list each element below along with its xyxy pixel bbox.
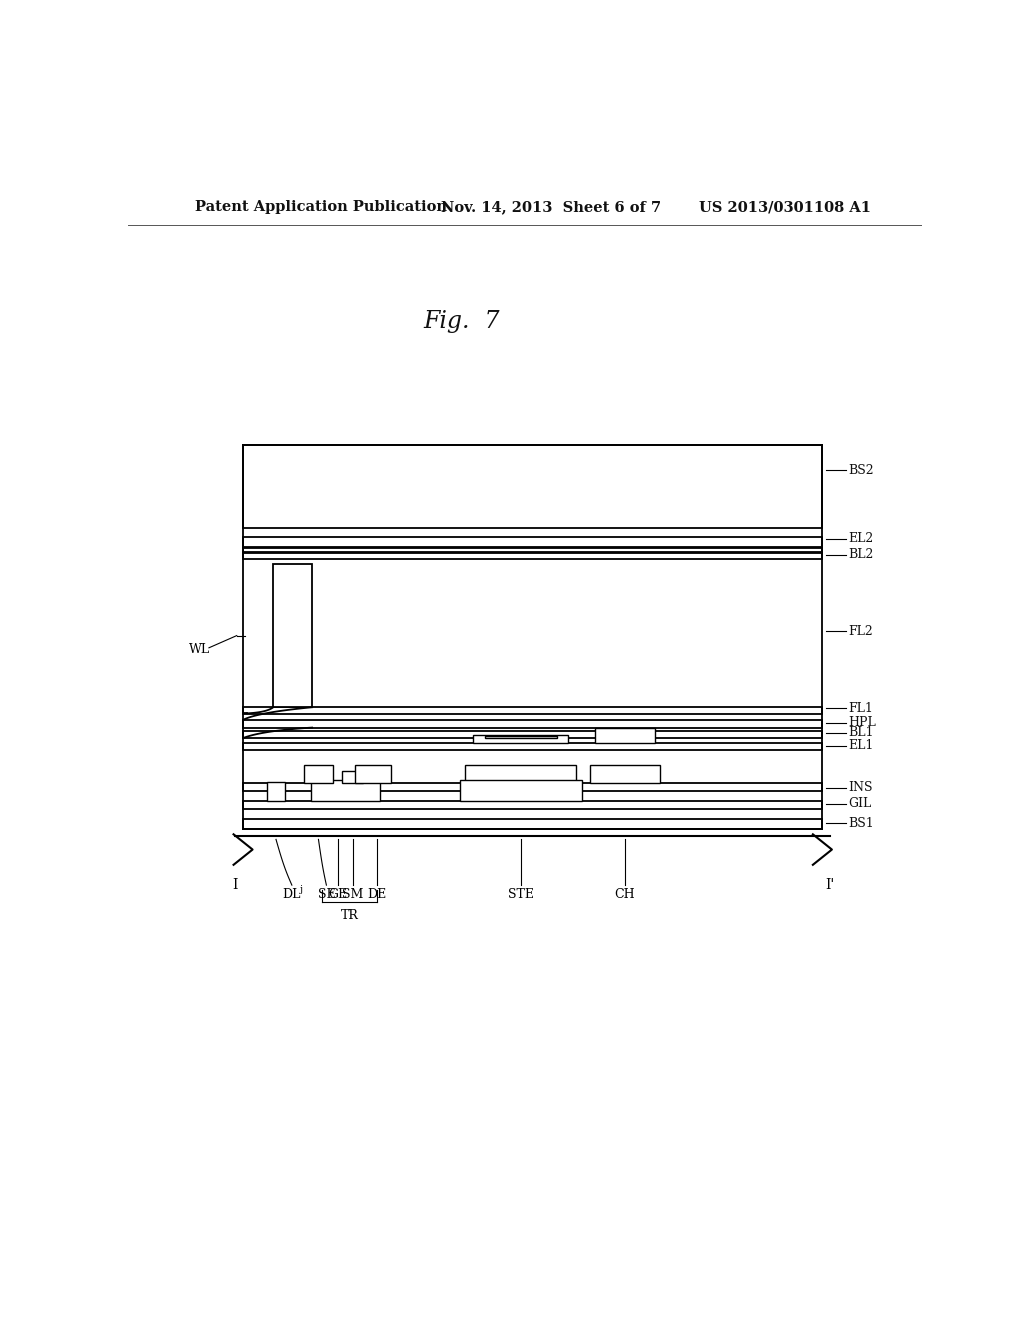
Text: FL1: FL1 — [849, 702, 873, 714]
Bar — [342, 771, 362, 784]
Bar — [243, 708, 822, 714]
Text: Patent Application Publication: Patent Application Publication — [196, 201, 447, 214]
Bar — [243, 553, 822, 558]
Bar — [590, 766, 659, 784]
Text: TR: TR — [341, 908, 358, 921]
Text: I': I' — [825, 878, 835, 892]
Bar — [485, 735, 557, 738]
Bar — [243, 743, 822, 750]
Text: Nov. 14, 2013  Sheet 6 of 7: Nov. 14, 2013 Sheet 6 of 7 — [441, 201, 662, 214]
Text: BL2: BL2 — [849, 548, 873, 561]
Bar — [304, 766, 333, 784]
Bar — [465, 766, 577, 784]
Text: GE: GE — [328, 888, 347, 902]
Text: EL1: EL1 — [849, 739, 873, 752]
Text: Fig.  7: Fig. 7 — [423, 309, 500, 333]
Text: BS2: BS2 — [849, 463, 874, 477]
Bar — [267, 783, 285, 801]
Text: BL1: BL1 — [849, 726, 874, 739]
Text: STE: STE — [508, 888, 534, 902]
Bar — [243, 721, 822, 727]
Bar — [595, 727, 655, 743]
Text: CH: CH — [614, 888, 635, 902]
Bar — [243, 548, 822, 552]
Bar — [243, 731, 822, 738]
Bar — [273, 564, 312, 708]
Text: GIL: GIL — [849, 797, 871, 810]
Text: j: j — [300, 886, 303, 894]
Text: SM: SM — [342, 888, 364, 902]
Bar — [243, 801, 822, 809]
Bar — [355, 766, 391, 784]
Text: DE: DE — [368, 888, 387, 902]
Bar — [243, 536, 822, 546]
Bar — [310, 780, 380, 801]
Text: EL2: EL2 — [849, 532, 873, 545]
Text: INS: INS — [849, 781, 873, 795]
Text: FL2: FL2 — [849, 624, 873, 638]
Text: I: I — [232, 878, 238, 892]
Bar — [243, 784, 822, 791]
Text: HPL: HPL — [849, 715, 877, 729]
Bar — [460, 780, 582, 801]
Text: BS1: BS1 — [849, 817, 874, 830]
Text: US 2013/0301108 A1: US 2013/0301108 A1 — [699, 201, 871, 214]
Text: WL: WL — [189, 643, 210, 656]
Text: SE: SE — [317, 888, 335, 902]
Bar — [243, 818, 822, 829]
Text: DL: DL — [283, 888, 301, 902]
Bar — [243, 445, 822, 528]
Bar — [473, 735, 568, 743]
